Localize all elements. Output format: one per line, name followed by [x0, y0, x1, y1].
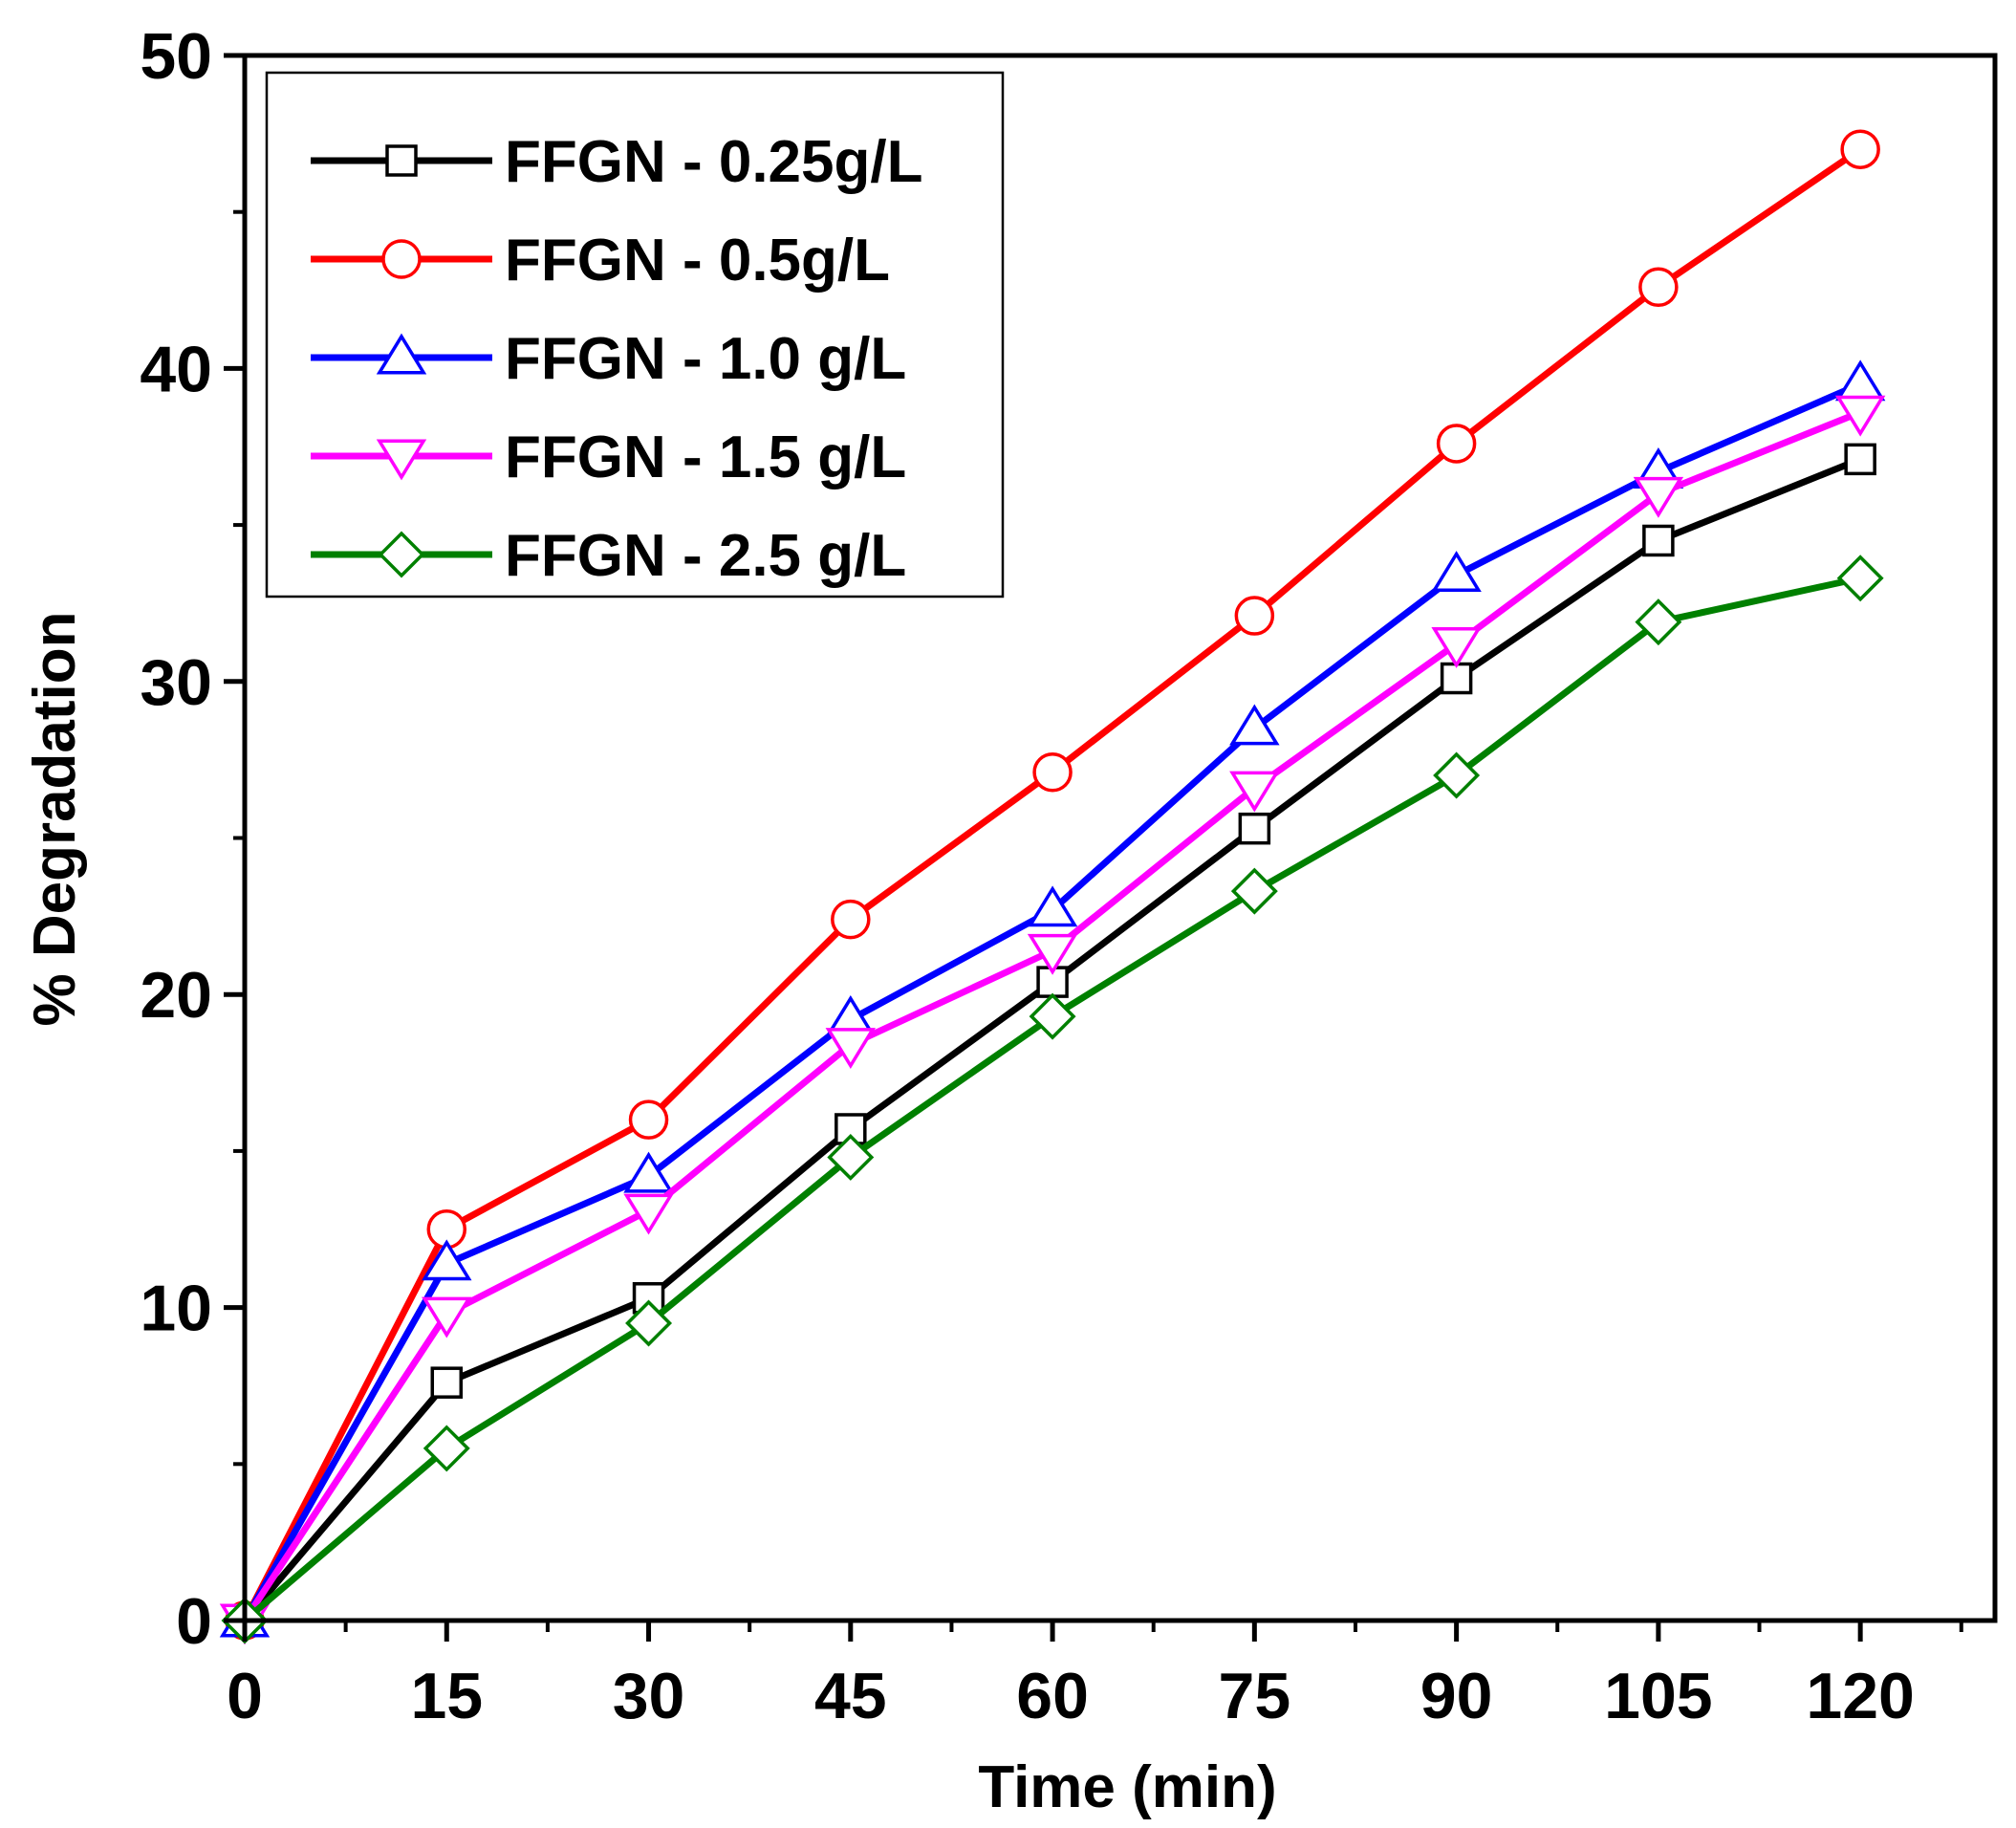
data-point — [625, 1299, 673, 1347]
legend: FFGN - 0.25g/L FFGN - 0.5g/L FFGN - 1.0 g/… — [265, 71, 1005, 598]
y-tick-label: 10 — [140, 1273, 212, 1345]
data-point — [1840, 129, 1880, 169]
x-tick-label: 0 — [227, 1660, 263, 1732]
legend-entry-4: FFGN - 1.5 g/L — [311, 424, 906, 490]
x-tick-label: 90 — [1420, 1660, 1493, 1732]
legend-label: FFGN - 0.25g/L — [505, 129, 922, 195]
legend-entry-1: FFGN - 0.25g/L — [311, 129, 922, 195]
data-point — [422, 1239, 472, 1281]
data-point — [1230, 867, 1278, 915]
data-point — [430, 1366, 464, 1399]
data-point — [1433, 751, 1481, 799]
data-point — [1027, 885, 1078, 927]
legend-entry-3: FFGN - 1.0 g/L — [311, 326, 906, 392]
data-point — [1229, 771, 1280, 813]
data-point — [628, 1099, 669, 1140]
data-point — [1431, 551, 1482, 592]
y-tick-label: 40 — [140, 333, 212, 405]
data-point — [825, 1028, 877, 1069]
data-point — [623, 1151, 674, 1193]
data-point — [623, 1193, 674, 1235]
x-tick-label: 105 — [1604, 1660, 1712, 1732]
series-line — [241, 455, 1864, 1624]
data-point — [1029, 992, 1076, 1040]
series-layer — [219, 129, 1886, 1645]
legend-entry-2: FFGN - 0.5g/L — [311, 228, 890, 294]
x-tick-label: 30 — [613, 1660, 685, 1732]
series-line — [241, 575, 1864, 1624]
y-tick-label: 50 — [140, 20, 212, 93]
data-point — [1834, 359, 1886, 402]
data-point — [1836, 555, 1884, 602]
series-5 — [221, 555, 1884, 1644]
x-axis-title: Time (min) — [978, 1754, 1276, 1820]
data-point — [1844, 443, 1876, 476]
legend-label: FFGN - 2.5 g/L — [505, 523, 906, 589]
data-point — [1032, 751, 1073, 793]
data-point — [1440, 662, 1473, 695]
data-point — [1638, 267, 1679, 308]
legend-marker — [378, 531, 425, 578]
x-tick-label: 60 — [1016, 1660, 1089, 1732]
legend-label: FFGN - 1.5 g/L — [505, 424, 906, 490]
legend-label: FFGN - 1.0 g/L — [505, 326, 906, 392]
data-point — [831, 899, 871, 940]
y-axis-title: % Degradation — [22, 611, 88, 1026]
data-point — [1431, 627, 1482, 668]
data-point — [1436, 424, 1477, 464]
data-point — [1234, 596, 1275, 636]
data-point — [423, 1425, 470, 1472]
data-point — [827, 1133, 875, 1181]
legend-marker — [376, 333, 427, 375]
data-point — [1642, 524, 1675, 557]
series-1 — [228, 443, 1876, 1637]
data-point — [422, 1296, 472, 1338]
data-point — [1635, 598, 1682, 646]
x-tick-label: 120 — [1806, 1660, 1914, 1732]
data-point — [1229, 704, 1280, 746]
legend-marker — [385, 144, 418, 177]
data-point — [1027, 933, 1078, 975]
data-point — [1834, 395, 1886, 437]
series-4 — [219, 395, 1886, 1645]
y-tick-label: 0 — [176, 1585, 212, 1658]
legend-marker — [381, 239, 422, 279]
x-tick-label: 45 — [814, 1660, 887, 1732]
x-tick-label: 75 — [1219, 1660, 1291, 1732]
y-tick-label: 20 — [140, 959, 212, 1032]
legend-entry-5: FFGN - 2.5 g/L — [311, 523, 906, 589]
y-tick-label: 30 — [140, 646, 212, 719]
data-point — [1238, 812, 1271, 845]
x-tick-label: 15 — [410, 1660, 483, 1732]
legend-marker — [376, 439, 427, 481]
axes-layer: 0 10 20 30 40 50 0 15 30 45 60 75 90 105 120 Time (min)… — [22, 20, 1998, 1820]
data-point — [1633, 476, 1684, 518]
legend-label: FFGN - 0.5g/L — [505, 228, 890, 294]
